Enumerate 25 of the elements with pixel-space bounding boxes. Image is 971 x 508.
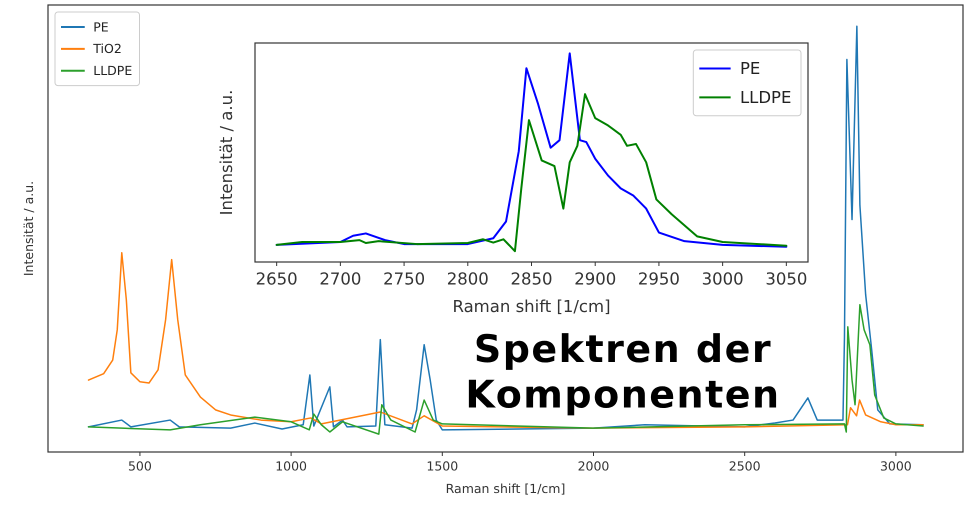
x-tick-label: 2800 bbox=[446, 270, 489, 288]
legend-label: TiO2 bbox=[92, 41, 122, 56]
x-tick-label: 2850 bbox=[510, 270, 552, 288]
x-tick-label: 3000 bbox=[880, 458, 912, 474]
legend-label: LLDPE bbox=[740, 88, 792, 108]
x-tick-label: 2000 bbox=[578, 458, 610, 474]
y-axis-title: Intensität / a.u. bbox=[21, 180, 36, 276]
x-tick-label: 2950 bbox=[638, 270, 680, 288]
x-tick-label: 3050 bbox=[765, 270, 808, 288]
x-tick-label: 3000 bbox=[702, 270, 744, 288]
legend-label: LLDPE bbox=[93, 63, 132, 78]
y-axis-title: Intensität / a.u. bbox=[217, 90, 236, 216]
annotation: Spektren der Komponenten bbox=[465, 327, 781, 417]
x-axis-title: Raman shift [1/cm] bbox=[446, 480, 566, 496]
x-tick-label: 1000 bbox=[275, 458, 308, 474]
x-tick-label: 2750 bbox=[383, 270, 426, 288]
x-tick-label: 1500 bbox=[426, 458, 458, 474]
legend-label: PE bbox=[93, 19, 109, 34]
x-tick-label: 2500 bbox=[728, 458, 761, 474]
x-tick-label: 500 bbox=[128, 458, 152, 474]
x-tick-label: 2650 bbox=[256, 270, 298, 288]
x-axis-title: Raman shift [1/cm] bbox=[452, 296, 611, 316]
legend-label: PE bbox=[740, 59, 760, 78]
x-tick-label: 2900 bbox=[574, 270, 616, 288]
x-tick-label: 2700 bbox=[319, 270, 362, 288]
